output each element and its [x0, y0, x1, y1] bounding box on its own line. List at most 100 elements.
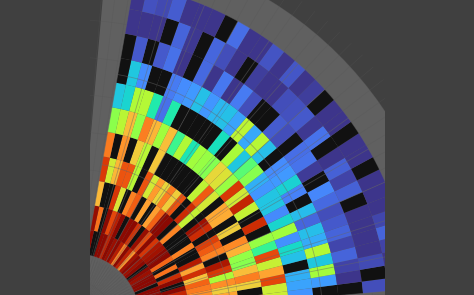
Wedge shape [133, 279, 157, 292]
Wedge shape [94, 233, 105, 257]
Wedge shape [146, 93, 164, 119]
Wedge shape [104, 183, 116, 209]
Wedge shape [120, 85, 136, 111]
Wedge shape [156, 220, 178, 241]
Wedge shape [362, 278, 388, 294]
Wedge shape [136, 289, 161, 295]
Wedge shape [207, 130, 230, 155]
Wedge shape [254, 248, 280, 264]
Wedge shape [187, 180, 209, 202]
Wedge shape [210, 278, 236, 289]
Wedge shape [189, 223, 213, 242]
Wedge shape [296, 160, 323, 183]
Wedge shape [339, 192, 367, 213]
Wedge shape [198, 240, 223, 257]
Wedge shape [317, 202, 344, 222]
Wedge shape [182, 174, 204, 198]
Wedge shape [311, 274, 337, 288]
Wedge shape [237, 209, 264, 228]
Wedge shape [255, 106, 280, 132]
Wedge shape [238, 91, 263, 117]
Wedge shape [182, 27, 203, 54]
Wedge shape [216, 222, 241, 240]
Wedge shape [155, 0, 174, 18]
Wedge shape [283, 259, 309, 274]
Wedge shape [298, 222, 325, 240]
Wedge shape [239, 164, 264, 187]
Wedge shape [246, 99, 272, 124]
Wedge shape [117, 250, 136, 271]
Wedge shape [193, 32, 215, 59]
Wedge shape [215, 104, 238, 130]
Wedge shape [153, 216, 174, 238]
Wedge shape [280, 97, 307, 123]
Wedge shape [271, 222, 298, 240]
Wedge shape [310, 136, 338, 160]
Wedge shape [137, 90, 154, 116]
Wedge shape [148, 149, 166, 174]
Wedge shape [75, 0, 448, 295]
Wedge shape [328, 235, 355, 253]
Wedge shape [223, 111, 246, 136]
Wedge shape [173, 77, 192, 104]
Wedge shape [279, 60, 305, 88]
Wedge shape [226, 242, 251, 258]
Wedge shape [183, 273, 209, 286]
Wedge shape [219, 228, 245, 246]
Wedge shape [144, 245, 165, 263]
Wedge shape [121, 220, 138, 244]
Wedge shape [152, 260, 176, 276]
Wedge shape [207, 98, 229, 124]
Wedge shape [192, 150, 214, 174]
Wedge shape [161, 286, 186, 295]
Wedge shape [159, 127, 178, 153]
Wedge shape [154, 264, 178, 279]
Wedge shape [337, 282, 363, 295]
Wedge shape [173, 135, 193, 160]
Wedge shape [215, 15, 238, 43]
Wedge shape [108, 242, 124, 264]
Wedge shape [101, 237, 115, 260]
Wedge shape [331, 122, 359, 147]
Wedge shape [103, 132, 115, 158]
Wedge shape [262, 283, 288, 294]
Wedge shape [94, 206, 104, 232]
Wedge shape [163, 46, 182, 73]
Wedge shape [142, 145, 159, 171]
Wedge shape [152, 181, 171, 205]
Wedge shape [192, 229, 216, 247]
Wedge shape [178, 257, 203, 272]
Wedge shape [228, 249, 254, 265]
Wedge shape [154, 69, 173, 96]
Wedge shape [203, 9, 226, 37]
Wedge shape [104, 238, 118, 262]
Wedge shape [110, 133, 123, 159]
Wedge shape [192, 59, 214, 87]
Wedge shape [115, 248, 133, 269]
Wedge shape [317, 147, 345, 171]
Wedge shape [174, 202, 196, 224]
Wedge shape [129, 140, 145, 165]
Wedge shape [121, 255, 141, 275]
Wedge shape [386, 275, 413, 291]
Wedge shape [367, 195, 395, 216]
Wedge shape [355, 240, 382, 258]
Wedge shape [113, 187, 127, 212]
Wedge shape [137, 293, 162, 295]
Wedge shape [345, 145, 373, 169]
Wedge shape [137, 116, 154, 142]
Wedge shape [360, 266, 386, 282]
Wedge shape [248, 35, 273, 64]
Wedge shape [141, 241, 163, 261]
Wedge shape [275, 174, 302, 196]
Wedge shape [91, 232, 101, 257]
Wedge shape [134, 282, 158, 295]
Wedge shape [209, 209, 234, 229]
Wedge shape [126, 60, 142, 87]
Wedge shape [219, 180, 244, 202]
Wedge shape [214, 43, 237, 71]
Wedge shape [176, 252, 200, 268]
Wedge shape [185, 114, 207, 140]
Wedge shape [128, 266, 150, 283]
Wedge shape [170, 198, 191, 220]
